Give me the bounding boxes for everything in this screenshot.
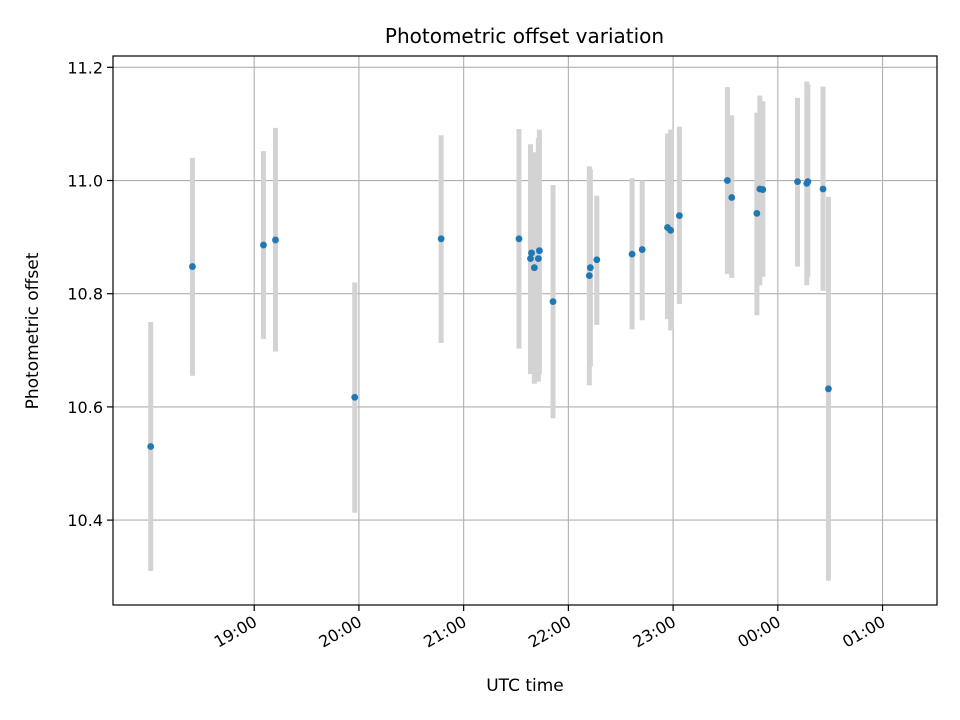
data-point xyxy=(534,255,542,263)
data-point xyxy=(585,272,593,279)
data-point xyxy=(530,264,538,272)
x-axis-label: UTC time xyxy=(486,676,564,696)
data-point xyxy=(437,235,445,243)
plot-background xyxy=(113,56,937,605)
data-point xyxy=(351,393,359,401)
data-point xyxy=(260,241,267,249)
data-point xyxy=(675,212,683,220)
y-tick-label: 10.8 xyxy=(67,285,103,304)
data-point xyxy=(628,250,636,258)
y-axis-ticks: 10.4 10.6 10.8 11.0 11.2 xyxy=(67,58,113,530)
data-point xyxy=(723,177,731,184)
plot-area xyxy=(112,55,938,606)
data-point xyxy=(593,256,601,264)
data-point xyxy=(804,178,812,186)
data-points xyxy=(147,177,832,450)
data-point xyxy=(753,209,761,217)
data-point xyxy=(515,235,523,243)
data-point xyxy=(667,226,675,234)
data-point xyxy=(549,298,557,306)
y-tick-label: 10.6 xyxy=(67,398,103,417)
data-point xyxy=(825,385,832,393)
data-point xyxy=(272,236,279,244)
data-point xyxy=(759,186,767,193)
data-point xyxy=(535,247,543,255)
data-point xyxy=(794,178,801,186)
y-tick-label: 10.4 xyxy=(67,511,103,530)
chart-title: Photometric offset variation xyxy=(385,24,664,48)
y-tick-label: 11.2 xyxy=(67,58,103,77)
data-point xyxy=(189,263,196,270)
data-point xyxy=(147,443,155,450)
data-point xyxy=(528,249,535,257)
y-tick-label: 11.0 xyxy=(67,172,103,191)
data-point xyxy=(527,255,534,263)
data-point xyxy=(728,194,736,201)
data-point xyxy=(819,185,827,193)
axes-frame xyxy=(112,55,938,606)
data-point xyxy=(586,264,594,272)
y-axis-label: Photometric offset xyxy=(23,252,43,409)
data-point xyxy=(638,246,646,253)
